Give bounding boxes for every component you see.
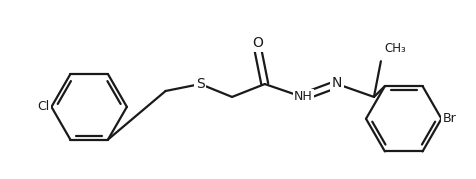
Text: CH₃: CH₃ — [384, 42, 406, 55]
Text: Cl: Cl — [37, 100, 50, 113]
Text: N: N — [331, 76, 342, 90]
Text: O: O — [252, 36, 263, 50]
Text: Br: Br — [442, 112, 455, 125]
Text: NH: NH — [294, 90, 312, 103]
Text: S: S — [196, 77, 204, 91]
